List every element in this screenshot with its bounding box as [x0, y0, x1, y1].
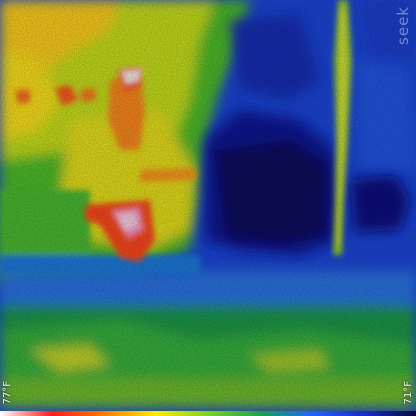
max-temperature-label: 77°F — [2, 381, 13, 404]
min-temperature-label: 71°F — [403, 381, 414, 404]
color-scale-bar — [0, 411, 416, 416]
brand-watermark: seek — [394, 6, 412, 45]
